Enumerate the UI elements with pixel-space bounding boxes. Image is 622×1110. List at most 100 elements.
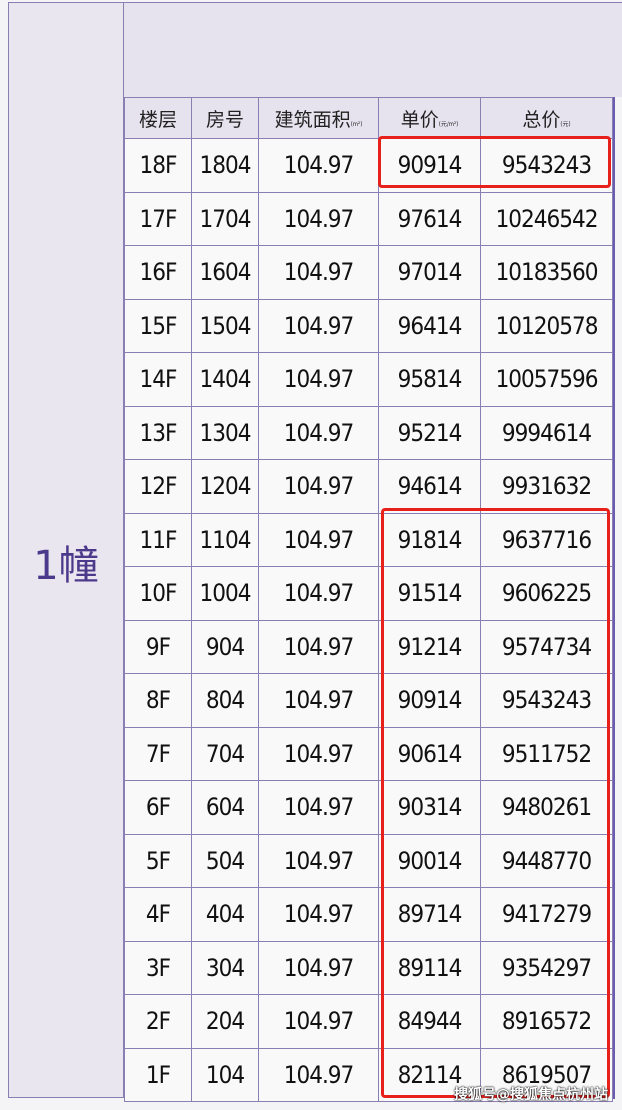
table-cell: 104.97 [258, 619, 379, 674]
table-row: 6F 604 104.97 90314 9480261 [124, 780, 613, 835]
table-cell: 104.97 [258, 833, 379, 888]
table-cell: 15F [124, 298, 192, 353]
table-cell: 6F [124, 780, 192, 835]
table-cell: 1204 [191, 459, 259, 514]
table-right-border [613, 97, 615, 1099]
table-cell: 9511752 [480, 726, 613, 781]
table-cell: 1704 [191, 191, 259, 246]
table-cell: 9994614 [480, 405, 613, 460]
table-cell: 1104 [191, 512, 259, 567]
table-cell: 11F [124, 512, 192, 567]
table-cell: 104.97 [258, 887, 379, 942]
table-cell: 91514 [378, 566, 481, 621]
table-cell: 404 [191, 887, 259, 942]
table-cell: 94614 [378, 459, 481, 514]
table-row: 2F 204 104.97 84944 8916572 [124, 994, 613, 1049]
table-cell: 104.97 [258, 780, 379, 835]
column-header: 总价(元) [480, 97, 613, 139]
table-cell: 104.97 [258, 459, 379, 514]
table-cell: 13F [124, 405, 192, 460]
column-header: 建筑面积(m²) [258, 97, 379, 139]
table-row: 9F 904 104.97 91214 9574734 [124, 619, 613, 674]
table-row: 17F 1704 104.97 97614 10246542 [124, 191, 613, 246]
table-cell: 204 [191, 994, 259, 1049]
table-row: 7F 704 104.97 90614 9511752 [124, 726, 613, 781]
table-cell: 104.97 [258, 726, 379, 781]
table-cell: 14F [124, 352, 192, 407]
table-cell: 9606225 [480, 566, 613, 621]
header-label: 总价 [522, 108, 561, 131]
table-cell: 17F [124, 191, 192, 246]
table-row: 12F 1204 104.97 94614 9931632 [124, 459, 613, 514]
table-cell: 104.97 [258, 566, 379, 621]
table-cell: 104.97 [258, 1047, 379, 1102]
table-cell: 97014 [378, 245, 481, 300]
table-row: 3F 304 104.97 89114 9354297 [124, 940, 613, 995]
table-cell: 9F [124, 619, 192, 674]
table-cell: 904 [191, 619, 259, 674]
table-cell: 10246542 [480, 191, 613, 246]
table-row: 14F 1404 104.97 95814 10057596 [124, 352, 613, 407]
table-cell: 82114 [378, 1047, 481, 1102]
table-cell: 104.97 [258, 405, 379, 460]
table-row: 13F 1304 104.97 95214 9994614 [124, 405, 613, 460]
table-cell: 104 [191, 1047, 259, 1102]
table-cell: 9480261 [480, 780, 613, 835]
table-row: 16F 1604 104.97 97014 10183560 [124, 245, 613, 300]
table-cell: 8916572 [480, 994, 613, 1049]
table-cell: 1804 [191, 138, 259, 193]
table-cell: 91214 [378, 619, 481, 674]
table-cell: 2F [124, 994, 192, 1049]
highlight-box-top [378, 136, 611, 188]
table-cell: 9448770 [480, 833, 613, 888]
table-cell: 9354297 [480, 940, 613, 995]
table-cell: 90014 [378, 833, 481, 888]
table-cell: 1404 [191, 352, 259, 407]
table-cell: 1604 [191, 245, 259, 300]
table-cell: 9931632 [480, 459, 613, 514]
header-label: 楼层 [138, 108, 177, 131]
header-unit: (元/m²) [438, 120, 459, 128]
table-cell: 91814 [378, 512, 481, 567]
table-cell: 90614 [378, 726, 481, 781]
table-cell: 504 [191, 833, 259, 888]
table-row: 5F 504 104.97 90014 9448770 [124, 833, 613, 888]
table-cell: 12F [124, 459, 192, 514]
table-cell: 4F [124, 887, 192, 942]
table-cell: 104.97 [258, 352, 379, 407]
table-cell: 95214 [378, 405, 481, 460]
table-row: 10F 1004 104.97 91514 9606225 [124, 566, 613, 621]
table-cell: 104.97 [258, 298, 379, 353]
table-row: 1F 104 104.97 82114 8619507 [124, 1047, 613, 1102]
table-cell: 104.97 [258, 940, 379, 995]
table-cell: 104.97 [258, 512, 379, 567]
header-unit: (元) [560, 120, 571, 128]
building-panel: 1幢 [8, 2, 124, 1098]
header-label: 房号 [205, 108, 244, 131]
header-band [124, 2, 622, 97]
table-cell: 89714 [378, 887, 481, 942]
table-cell: 95814 [378, 352, 481, 407]
table-cell: 3F [124, 940, 192, 995]
column-header: 房号 [191, 97, 259, 139]
column-header: 单价(元/m²) [378, 97, 481, 139]
table-cell: 604 [191, 780, 259, 835]
table-cell: 96414 [378, 298, 481, 353]
table-cell: 104.97 [258, 673, 379, 728]
table-cell: 10120578 [480, 298, 613, 353]
table-cell: 104.97 [258, 994, 379, 1049]
highlight-box-lower [381, 508, 610, 1098]
table-cell: 1F [124, 1047, 192, 1102]
table-cell: 9417279 [480, 887, 613, 942]
table-cell: 9637716 [480, 512, 613, 567]
watermark: 搜狐号@搜狐焦点杭州站 [454, 1087, 608, 1103]
table-cell: 104.97 [258, 138, 379, 193]
table-cell: 10F [124, 566, 192, 621]
table-cell: 104.97 [258, 245, 379, 300]
table-row: 18F 1804 104.97 90914 9543243 [124, 138, 613, 193]
table-cell: 9543243 [480, 138, 613, 193]
table-cell: 8619507 [480, 1047, 613, 1102]
table-cell: 9574734 [480, 619, 613, 674]
table-cell: 97614 [378, 191, 481, 246]
table-row: 15F 1504 104.97 96414 10120578 [124, 298, 613, 353]
